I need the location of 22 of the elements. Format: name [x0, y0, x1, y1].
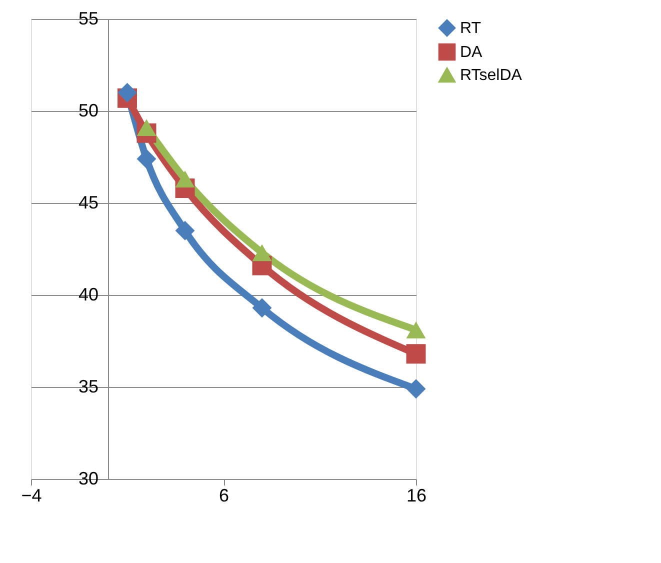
point — [175, 220, 195, 240]
y-tick-label: 40 — [78, 284, 98, 304]
y-tick-label: 55 — [78, 8, 98, 28]
point — [118, 82, 137, 102]
point — [252, 244, 272, 262]
point — [406, 322, 426, 338]
x-tick-label: 16 — [406, 486, 427, 506]
x-tick-label: −4 — [21, 486, 42, 506]
y-tick-label: 45 — [78, 192, 98, 212]
y-tick-label: 35 — [78, 376, 98, 396]
legend-label: RTselDA — [460, 67, 522, 84]
point — [175, 170, 195, 188]
point — [406, 344, 426, 364]
y-tick-label: 50 — [78, 100, 98, 120]
point — [406, 379, 426, 399]
legend-label: DA — [460, 44, 483, 61]
legend-label: RT — [460, 20, 482, 37]
point — [136, 149, 156, 169]
point — [136, 119, 156, 136]
x-tick-label: 6 — [218, 486, 230, 506]
point — [252, 298, 272, 318]
y-tick-label: 30 — [78, 468, 98, 488]
